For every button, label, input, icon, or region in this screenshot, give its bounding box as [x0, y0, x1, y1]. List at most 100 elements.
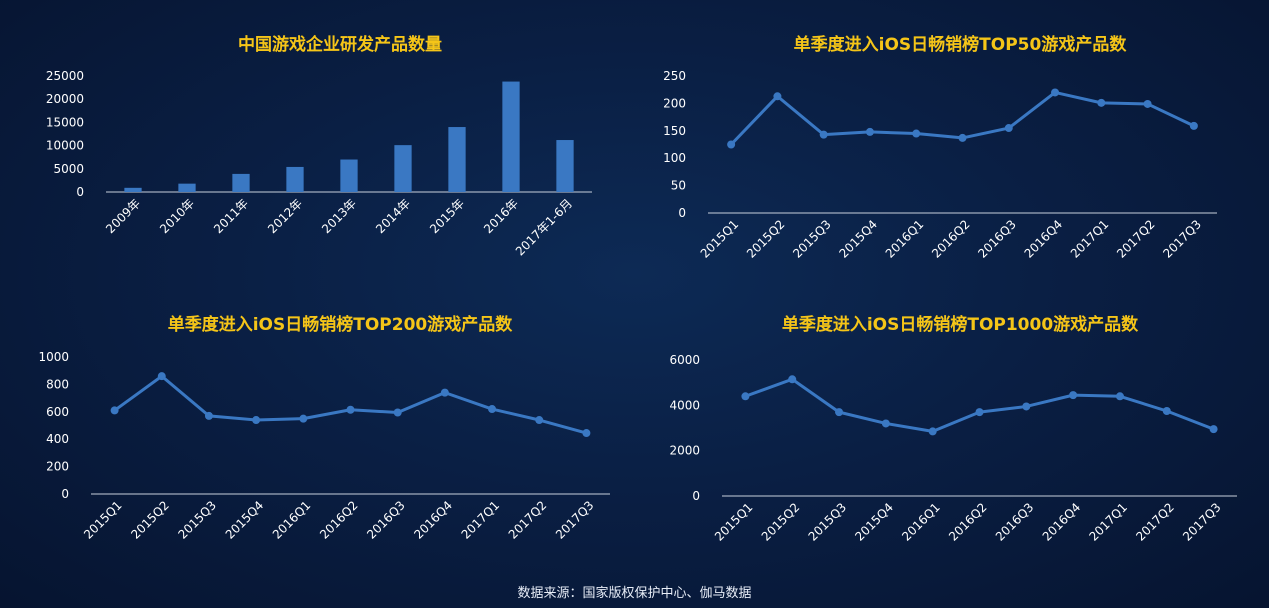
x-tick-label: 2016Q1: [270, 498, 314, 542]
x-tick-label: 2016Q3: [993, 500, 1037, 544]
x-tick-label: 2017Q1: [1087, 500, 1131, 544]
x-tick-label: 2015年: [427, 196, 467, 236]
x-tick-label: 2011年: [211, 196, 251, 236]
bar: [502, 81, 520, 192]
x-tick-label: 2014年: [373, 196, 413, 236]
y-tick-label: 6000: [669, 353, 700, 367]
y-tick-label: 2000: [669, 444, 700, 458]
y-tick-label: 50: [671, 179, 686, 193]
series-line: [113, 374, 587, 435]
x-tick-label: 2015Q4: [852, 500, 896, 544]
x-tick-label: 2017Q3: [553, 498, 597, 542]
data-point: [1143, 99, 1152, 108]
data-point: [110, 406, 119, 415]
x-tick-label: 2016Q1: [899, 500, 943, 544]
bar: [448, 127, 466, 192]
bar: [124, 187, 142, 192]
data-point: [928, 427, 937, 436]
data-point: [440, 388, 449, 397]
x-tick-label: 2017Q3: [1160, 217, 1204, 261]
data-point: [299, 414, 308, 423]
data-point: [1069, 391, 1078, 400]
x-tick-label: 2016Q1: [883, 217, 927, 261]
x-tick-label: 2015Q4: [837, 217, 881, 261]
x-tick-label: 2016Q4: [1040, 500, 1084, 544]
data-point: [1189, 121, 1198, 130]
x-tick-label: 2015Q2: [744, 217, 788, 261]
bar: [178, 183, 196, 192]
x-tick-label: 2017Q1: [459, 498, 503, 542]
chart-title: 单季度进入iOS日畅销榜TOP50游戏产品数: [793, 35, 1127, 55]
bar: [394, 145, 412, 192]
data-point: [204, 411, 213, 420]
data-point: [1097, 98, 1106, 107]
y-tick-label: 0: [76, 185, 84, 199]
x-tick-label: 2017Q3: [1180, 500, 1224, 544]
x-tick-label: 2016年: [481, 196, 521, 236]
bar: [232, 173, 250, 192]
x-tick-label: 2017Q2: [1133, 500, 1177, 544]
data-point: [975, 408, 984, 417]
y-tick-label: 5000: [53, 162, 84, 176]
data-point: [819, 130, 828, 139]
y-tick-label: 0: [678, 206, 686, 220]
y-tick-label: 0: [692, 489, 700, 503]
x-tick-label: 2015Q3: [790, 217, 834, 261]
data-point: [346, 405, 355, 414]
x-tick-label: 2016Q2: [317, 498, 361, 542]
data-point: [157, 372, 166, 381]
data-point: [1051, 88, 1060, 97]
y-tick-label: 100: [663, 151, 686, 165]
x-tick-label: 2015Q1: [712, 500, 756, 544]
series-line: [744, 377, 1215, 433]
y-tick-label: 20000: [46, 92, 84, 106]
x-tick-label: 2017Q1: [1068, 217, 1112, 261]
x-tick-label: 2017Q2: [1114, 217, 1158, 261]
chart-rd-products: 中国游戏企业研发产品数量 0 5000 10000 15000 20000 25000 20…: [40, 30, 640, 290]
x-tick-label: 2015Q3: [176, 498, 220, 542]
data-point: [582, 429, 591, 438]
data-point: [881, 419, 890, 428]
y-tick-label: 400: [46, 432, 69, 446]
data-point: [252, 416, 261, 425]
y-tick-label: 200: [663, 96, 686, 110]
x-tick-label: 2015Q3: [806, 500, 850, 544]
data-point: [788, 375, 797, 384]
x-tick-label: 2015Q1: [698, 217, 742, 261]
chart-top50: 单季度进入iOS日畅销榜TOP50游戏产品数 0 50 100 150 200 250 20…: [660, 30, 1260, 290]
y-tick-label: 150: [663, 124, 686, 138]
data-point: [835, 408, 844, 417]
y-tick-label: 800: [46, 377, 69, 391]
x-tick-label: 2016Q4: [411, 498, 455, 542]
data-point: [865, 127, 874, 136]
data-point: [1162, 407, 1171, 415]
y-tick-label: 25000: [46, 69, 84, 83]
x-tick-label: 2015Q2: [759, 500, 803, 544]
data-point: [958, 133, 967, 142]
bar: [286, 166, 304, 192]
data-point: [488, 405, 497, 414]
source-note: 数据来源：国家版权保护中心、伽马数据: [517, 586, 752, 601]
x-tick-label: 2016Q2: [946, 500, 990, 544]
chart-title: 中国游戏企业研发产品数量: [238, 35, 442, 55]
data-point: [393, 408, 402, 417]
chart-svg: 0 5000 10000 15000 20000 25000 2009年 2010年 2011年…: [46, 69, 592, 259]
x-tick-label: 2015Q4: [223, 498, 267, 542]
bar: [340, 159, 358, 192]
y-tick-label: 0: [61, 487, 69, 501]
x-tick-label: 2017Q2: [506, 498, 550, 542]
x-tick-label: 2016Q4: [1022, 217, 1066, 261]
x-tick-label: 2013年: [319, 196, 359, 236]
data-point: [773, 92, 782, 101]
data-point: [535, 416, 544, 425]
x-tick-label: 2016Q2: [929, 217, 973, 261]
y-tick-label: 200: [46, 460, 69, 474]
y-tick-label: 600: [46, 405, 69, 419]
x-tick-label: 2012年: [265, 196, 305, 236]
y-tick-label: 250: [663, 69, 686, 83]
x-tick-label: 2009年: [103, 196, 143, 236]
chart-top200: 单季度进入iOS日畅销榜TOP200游戏产品数 0 200 400 600 800 100…: [38, 310, 640, 570]
y-tick-label: 15000: [46, 115, 84, 129]
